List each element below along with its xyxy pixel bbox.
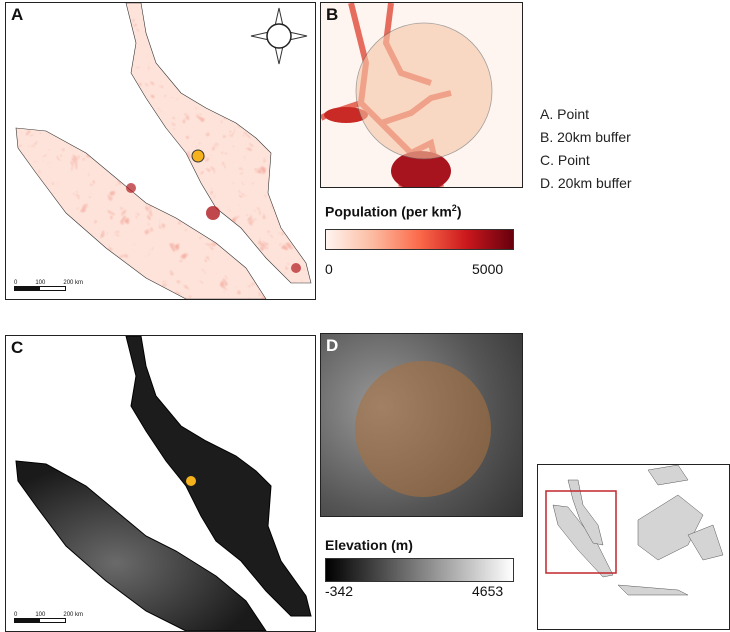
scale-label: 0 <box>14 280 18 286</box>
scale-bar: 0 100 200 km <box>14 280 83 291</box>
scale-label: 100 <box>35 612 46 618</box>
list-item: C. Point <box>540 152 590 168</box>
population-map <box>15 3 312 299</box>
buffer-circle <box>355 22 493 160</box>
location-point-icon <box>191 149 205 163</box>
population-color-bar <box>325 229 514 250</box>
elevation-buffer-map <box>355 361 491 497</box>
elevation-legend-title: Elevation (m) <box>325 537 413 553</box>
north-arrow-icon <box>250 7 308 65</box>
inset-locator-map <box>537 464 730 630</box>
panel-label: D <box>326 336 339 355</box>
elevation-color-bar <box>325 558 514 582</box>
legend-title-end: ) <box>456 203 462 220</box>
scale-label: 200 km <box>63 280 84 286</box>
population-min-label: 0 <box>325 261 333 277</box>
panel-d-elevation-buffer: D <box>320 333 523 517</box>
scale-label: 200 km <box>63 612 84 618</box>
location-point-icon <box>186 476 196 486</box>
list-item: A. Point <box>540 106 590 122</box>
list-item: D. 20km buffer <box>540 175 632 191</box>
scale-label: 0 <box>14 612 18 618</box>
panel-b-population-buffer: B <box>320 2 523 188</box>
panel-c-elevation-map: C 0 100 200 km <box>5 335 316 632</box>
population-max-label: 5000 <box>472 261 504 277</box>
population-legend-title: Population (per km2) <box>325 203 461 220</box>
buffer-circle <box>355 361 491 497</box>
elevation-min-label: -342 <box>325 583 354 599</box>
legend-title-text: Population (per km <box>325 203 452 220</box>
elevation-max-label: 4653 <box>472 583 504 599</box>
legend-title-sup: 2 <box>451 203 457 213</box>
scale-bar: 0 100 200 km <box>14 612 83 623</box>
landmass <box>15 3 312 299</box>
elevation-map <box>15 336 312 631</box>
extent-box <box>545 490 617 574</box>
inset-map <box>545 465 724 596</box>
panel-a-population-map: A 0 100 200 km <box>5 2 316 300</box>
population-buffer-map <box>321 3 522 187</box>
panel-legend-list: A. Point B. 20km buffer C. Point D. 20km… <box>540 106 632 198</box>
panel-label: A <box>11 5 24 24</box>
panel-label: C <box>11 338 24 357</box>
list-item: B. 20km buffer <box>540 129 631 145</box>
panel-label: B <box>326 5 339 24</box>
scale-label: 100 <box>35 280 46 286</box>
